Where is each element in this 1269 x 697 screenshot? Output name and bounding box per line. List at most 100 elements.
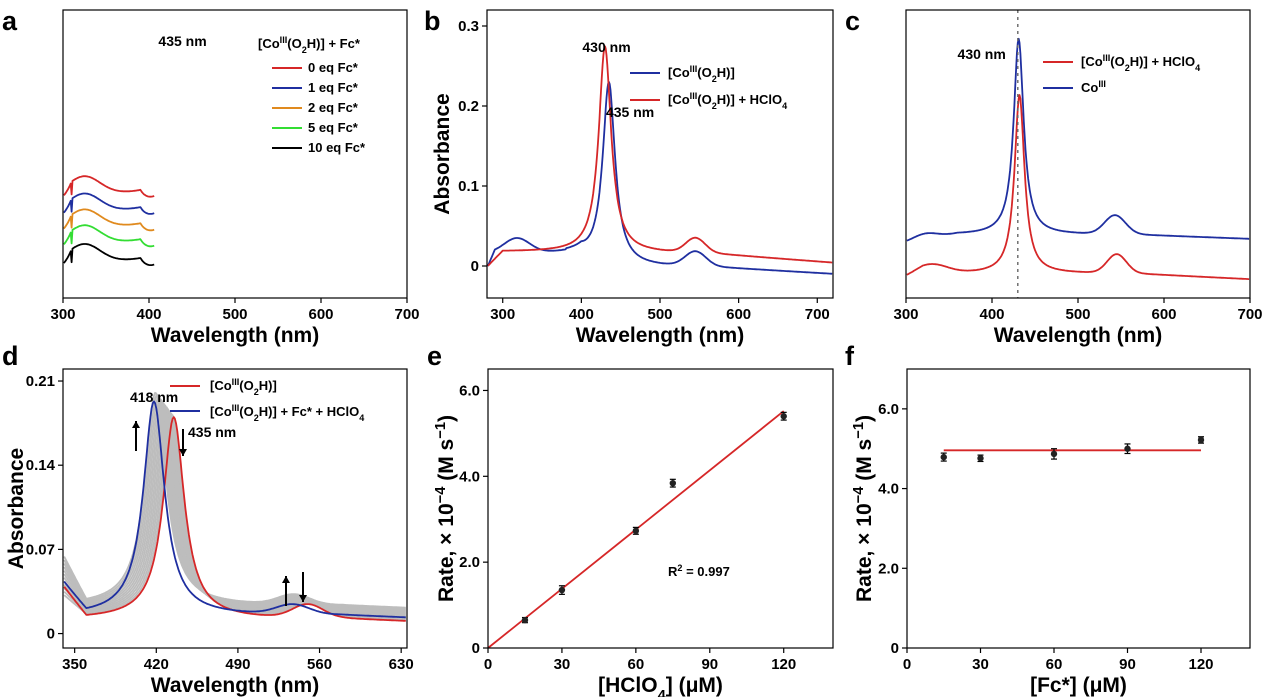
legend-label: [CoIII(O2H)] xyxy=(668,64,735,84)
text-part-post: H)] + HClO xyxy=(717,92,782,107)
legend-label: 5 eq Fc* xyxy=(308,120,359,135)
data-point xyxy=(940,453,947,461)
series-line xyxy=(63,400,406,619)
legend-label: 1 eq Fc* xyxy=(308,80,359,95)
text-part-sub: 2 xyxy=(712,101,717,111)
data-point xyxy=(1124,445,1131,452)
text-part-sub: 2 xyxy=(254,413,259,423)
y-axis-title: Absorbance xyxy=(5,448,28,569)
x-tick-label: 90 xyxy=(1119,656,1136,673)
x-tick-label: 300 xyxy=(490,306,515,323)
panel-letter: a xyxy=(2,6,18,36)
text-part-post: ) xyxy=(853,415,876,422)
text-part-sub2: 4 xyxy=(359,413,365,423)
series-line xyxy=(487,45,833,267)
text-part-sub: 2 xyxy=(1125,63,1130,73)
y-axis-title-group: Absorbance xyxy=(5,448,28,569)
x-tick-label: 350 xyxy=(62,656,87,673)
x-tick-label: 120 xyxy=(1188,656,1213,673)
y-tick-label: 2.0 xyxy=(878,560,899,577)
x-axis-title: Wavelength (nm) xyxy=(576,324,744,347)
text-part-post: H)] + Fc* xyxy=(307,36,361,51)
legend-label: [CoIII(O2H)] + HClO4 xyxy=(668,91,788,111)
down-arrow-head xyxy=(179,449,187,456)
y-tick-label: 0 xyxy=(891,640,899,657)
legend-label: 10 eq Fc* xyxy=(308,140,366,155)
data-point xyxy=(521,616,529,624)
text-part-sup: III xyxy=(232,403,240,413)
text-part-post: H)] xyxy=(717,65,735,80)
text-part-pre: [Co xyxy=(258,36,280,51)
plot-frame xyxy=(487,368,834,649)
series-line xyxy=(63,192,155,215)
legend-label: 2 eq Fc* xyxy=(308,100,359,115)
x-tick-label: 300 xyxy=(50,306,75,323)
text-part-sup: 2 xyxy=(677,563,682,573)
text-part-post: ] (μM) xyxy=(666,674,723,697)
y-axis-title-group: Absorbance xyxy=(431,93,454,214)
series-line xyxy=(63,224,155,248)
plot-frame xyxy=(62,368,408,649)
x-tick-label: 500 xyxy=(647,306,672,323)
y-tick-label: 0.21 xyxy=(26,373,55,390)
series-line xyxy=(486,81,833,275)
y-tick-label: 0 xyxy=(472,640,480,657)
x-axis-title: [HClO4] (μM) xyxy=(598,674,723,697)
text-part-pre: [Co xyxy=(210,378,232,393)
legend-label: [CoIII(O2H)] xyxy=(210,377,277,397)
text-part-sup: III xyxy=(1103,53,1111,63)
y-axis-title-group: Rate, × 10−4 (M s−1) xyxy=(851,415,876,602)
y-tick-label: 0.07 xyxy=(26,541,55,558)
text-part-sub: 4 xyxy=(658,688,667,697)
panel-a: a 435 nm [CoIII(O2H)] + Fc* 0 eq Fc* 1 eq Fc… xyxy=(2,6,420,347)
legend-title: [CoIII(O2H)] + Fc* xyxy=(258,35,361,55)
plot-frame xyxy=(486,9,834,299)
text-part-sup: III xyxy=(690,91,698,101)
series-line xyxy=(63,208,155,232)
up-arrow-head xyxy=(282,576,290,583)
text-part-sup2: −1 xyxy=(433,422,449,439)
panel-letter: e xyxy=(427,341,442,371)
peak-annotation: 435 nm xyxy=(158,33,206,49)
text-part-pre: [HClO xyxy=(598,674,658,697)
text-part-sub2: 4 xyxy=(1195,63,1201,73)
text-part-pre: [Co xyxy=(668,65,690,80)
series-line xyxy=(63,243,155,266)
x-tick-label: 630 xyxy=(389,656,414,673)
series-line xyxy=(906,94,1250,280)
x-tick-label: 400 xyxy=(979,306,1004,323)
text-part-pre: [Co xyxy=(1081,54,1103,69)
text-part-pre: [Co xyxy=(210,404,232,419)
text-part-mid: (O xyxy=(1110,54,1124,69)
x-axis-title: [Fc*] (μM) xyxy=(1030,674,1127,697)
x-axis-title: Wavelength (nm) xyxy=(151,674,319,697)
text-part-mid: (M s xyxy=(435,439,458,487)
y-axis-title: Rate, × 10−4 (M s−1) xyxy=(851,415,876,602)
text-part-post: H)] + HClO xyxy=(1130,54,1195,69)
x-axis-title: Wavelength (nm) xyxy=(994,324,1162,347)
y-tick-label: 0.1 xyxy=(458,178,479,195)
text-part-mid: (O xyxy=(697,65,711,80)
x-tick-label: 500 xyxy=(222,306,247,323)
y-tick-label: 4.0 xyxy=(459,468,480,485)
x-tick-label: 600 xyxy=(1151,306,1176,323)
x-tick-label: 300 xyxy=(893,306,918,323)
x-tick-label: 490 xyxy=(225,656,250,673)
data-point xyxy=(632,527,640,535)
x-tick-label: 60 xyxy=(1046,656,1063,673)
data-point xyxy=(1197,436,1205,444)
x-tick-label: 400 xyxy=(569,306,594,323)
y-tick-label: 0.2 xyxy=(458,98,479,115)
legend-label: [CoIII(O2H)] + Fc* + HClO4 xyxy=(210,403,365,423)
y-tick-label: 6.0 xyxy=(878,401,899,418)
x-tick-label: 560 xyxy=(307,656,332,673)
x-tick-label: 500 xyxy=(1065,306,1090,323)
text-part-post: = 0.997 xyxy=(682,564,729,579)
y-axis-title-group: Rate, × 10−4 (M s−1) xyxy=(433,415,458,602)
text-part-pre: Rate, × 10 xyxy=(435,503,458,602)
y-tick-label: 2.0 xyxy=(459,554,480,571)
x-tick-label: 700 xyxy=(805,306,830,323)
